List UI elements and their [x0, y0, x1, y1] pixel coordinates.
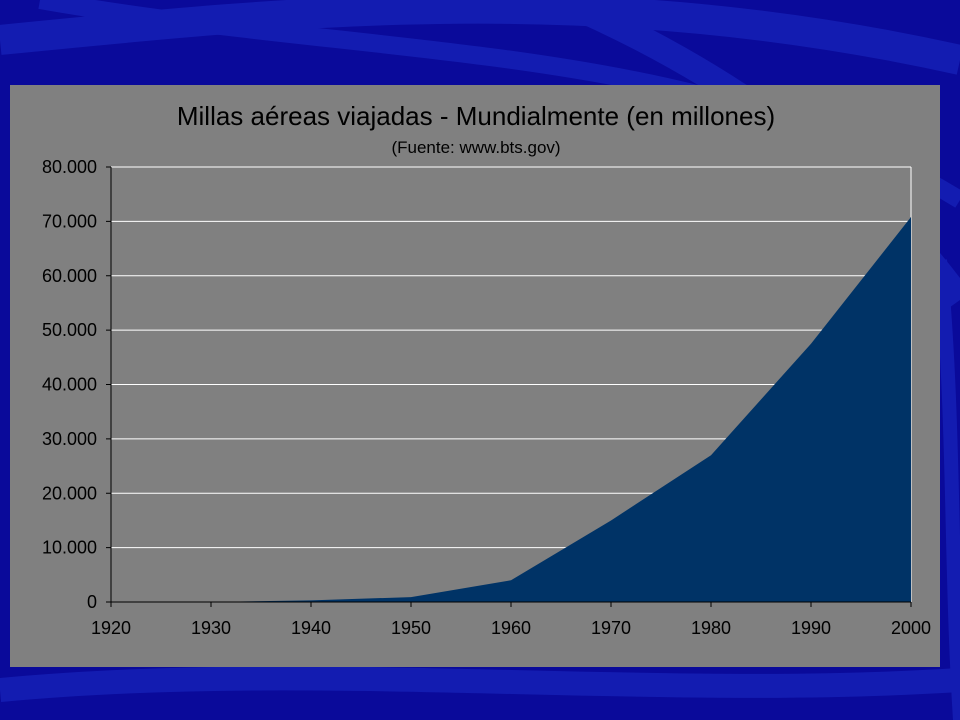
axes [106, 166, 912, 607]
chart-panel: Millas aéreas viajadas - Mundialmente (e… [10, 85, 940, 667]
x-tick-label: 1940 [291, 618, 331, 638]
background-streak [0, 0, 960, 75]
area-series [111, 217, 911, 602]
x-tick-label: 1950 [391, 618, 431, 638]
x-axis-tick-labels: 1920 1930 1940 1950 1960 1970 1980 1990 2000 [91, 618, 931, 638]
y-axis-tick-labels: 0 10.000 20.000 30.000 40.000 50.000 60.000 70.… [42, 157, 97, 612]
y-tick-label: 70.000 [42, 211, 97, 231]
y-tick-label: 50.000 [42, 320, 97, 340]
background-streak [933, 259, 960, 720]
y-tick-label: 0 [87, 592, 97, 612]
y-tick-label: 60.000 [42, 266, 97, 286]
y-tick-label: 20.000 [42, 483, 97, 503]
y-tick-label: 40.000 [42, 375, 97, 395]
area-fill [111, 217, 911, 602]
x-tick-label: 1990 [791, 618, 831, 638]
y-tick-label: 80.000 [42, 157, 97, 177]
x-tick-label: 1960 [491, 618, 531, 638]
background-streak [0, 666, 960, 702]
x-tick-label: 1970 [591, 618, 631, 638]
chart-subtitle: (Fuente: www.bts.gov) [391, 138, 560, 157]
x-tick-label: 1920 [91, 618, 131, 638]
area-chart: Millas aéreas viajadas - Mundialmente (e… [10, 85, 940, 667]
y-tick-label: 10.000 [42, 538, 97, 558]
x-tick-label: 1930 [191, 618, 231, 638]
x-tick-label: 2000 [891, 618, 931, 638]
x-tick-label: 1980 [691, 618, 731, 638]
y-tick-label: 30.000 [42, 429, 97, 449]
chart-title: Millas aéreas viajadas - Mundialmente (e… [177, 101, 775, 131]
